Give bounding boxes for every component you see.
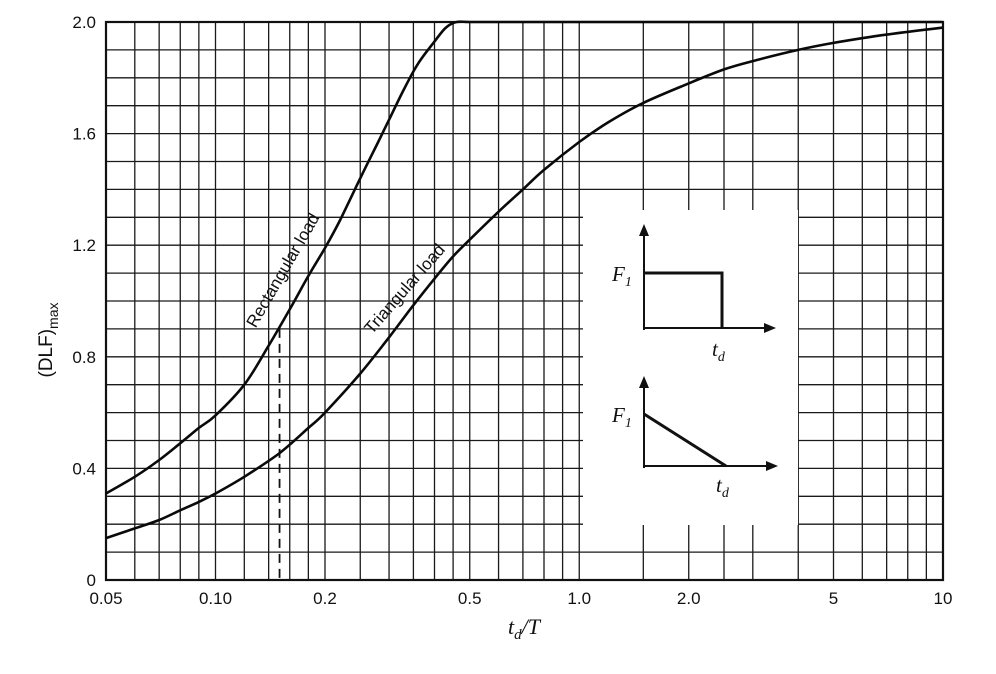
inset-tri-time-arrow (766, 461, 778, 471)
y-tick-label: 0.4 (72, 459, 96, 478)
inset-tri-force-arrow (639, 376, 649, 388)
inset-tri-pulse-shape (643, 412, 727, 468)
triangular-load-curve (105, 26, 944, 540)
triangular-load-label: Triangular load (361, 240, 449, 338)
y-tick-label: 1.2 (72, 236, 96, 255)
inset-tri-force-label: F1 (611, 403, 632, 431)
inset-panel (583, 210, 798, 525)
y-tick-label: 1.6 (72, 125, 96, 144)
x-tick-label: 0.5 (458, 589, 482, 608)
x-axis-title-rest: /T (520, 614, 542, 639)
inset-rect-force-label: F1 (611, 262, 632, 290)
grid-lines (105, 22, 944, 580)
x-tick-label: 0.05 (89, 589, 122, 608)
y-tick-label: 0.8 (72, 348, 96, 367)
x-tick-label: 10 (934, 589, 953, 608)
y-tick-labels: 0 0.4 0.8 1.2 1.6 2.0 (72, 13, 96, 590)
inset-tri-time-label: td (716, 473, 730, 501)
inset-rectangular-pulse: F1 td (611, 224, 776, 365)
curve-labels: Rectangular load Triangular load (243, 210, 449, 338)
y-axis-title: (DLF)max (36, 302, 61, 377)
inset-rect-time-label: td (712, 337, 726, 365)
y-tick-label: 2.0 (72, 13, 96, 32)
y-axis-title-main: (DLF) (36, 329, 57, 378)
inset-rect-time-arrow (764, 323, 776, 333)
x-tick-labels: 0.05 0.10 0.2 0.5 1.0 2.0 5 10 (89, 589, 952, 608)
x-axis-title: td/T (508, 614, 542, 643)
x-tick-label: 0.10 (199, 589, 232, 608)
y-axis-title-sub: max (45, 302, 61, 328)
curves (105, 20, 944, 540)
y-tick-label: 0 (87, 571, 96, 590)
x-tick-label: 1.0 (567, 589, 591, 608)
inset-rect-force-arrow (639, 224, 649, 236)
x-axis-title-sub: d (514, 627, 522, 643)
x-tick-label: 2.0 (677, 589, 701, 608)
x-tick-label: 0.2 (313, 589, 337, 608)
inset-triangular-pulse: F1 td (611, 376, 778, 501)
x-tick-label: 5 (829, 589, 838, 608)
inset-rect-pulse-shape (644, 271, 724, 328)
x-axis-title-main: t (508, 614, 515, 639)
rectangular-load-curve (105, 20, 943, 495)
